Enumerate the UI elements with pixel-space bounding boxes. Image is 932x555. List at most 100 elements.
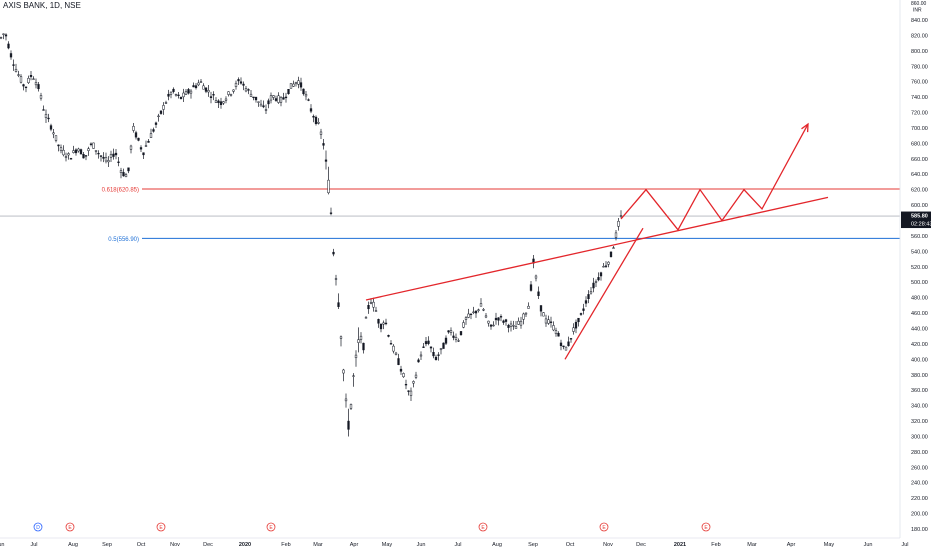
candle[interactable] [319, 128, 323, 139]
candle[interactable] [429, 346, 433, 353]
candle[interactable] [147, 139, 150, 143]
candles[interactable] [0, 33, 623, 437]
candle[interactable] [124, 172, 128, 178]
candle[interactable] [182, 88, 185, 102]
candle[interactable] [164, 100, 168, 104]
plot-area[interactable]: 0.618(620.85) 0.5(556.90) [0, 33, 900, 437]
candle[interactable] [142, 152, 145, 159]
candle[interactable] [167, 89, 170, 101]
candle[interactable] [64, 152, 68, 162]
candle[interactable] [137, 137, 140, 142]
candle[interactable] [557, 331, 560, 337]
candle[interactable] [59, 144, 63, 154]
candle[interactable] [597, 272, 600, 282]
earnings-marker[interactable]: E [156, 522, 166, 532]
candle[interactable] [82, 152, 85, 159]
candle[interactable] [57, 144, 60, 152]
candle[interactable] [394, 351, 398, 356]
candle[interactable] [494, 312, 498, 325]
candle[interactable] [32, 76, 35, 80]
candle[interactable] [339, 335, 343, 347]
candle[interactable] [79, 148, 83, 155]
candle[interactable] [412, 380, 415, 388]
earnings-marker[interactable]: E [701, 522, 711, 532]
user-drawings[interactable] [365, 122, 829, 360]
candle[interactable] [489, 324, 493, 330]
candle[interactable] [387, 334, 390, 338]
candle[interactable] [77, 147, 80, 153]
candle[interactable] [602, 263, 605, 268]
candle[interactable] [384, 318, 388, 326]
candle[interactable] [272, 94, 275, 100]
candle[interactable] [169, 91, 173, 99]
candle[interactable] [372, 297, 375, 312]
candle[interactable] [499, 314, 503, 322]
candle[interactable] [297, 76, 300, 89]
candle[interactable] [374, 306, 378, 312]
candle[interactable] [572, 323, 575, 335]
candle[interactable] [582, 303, 585, 315]
candle[interactable] [569, 338, 573, 343]
candle[interactable] [422, 343, 425, 348]
candle[interactable] [29, 71, 33, 81]
candle[interactable] [237, 77, 240, 86]
candle[interactable] [544, 314, 548, 327]
candle[interactable] [149, 128, 153, 138]
candle[interactable] [107, 156, 110, 167]
candle[interactable] [0, 36, 3, 40]
candle[interactable] [7, 41, 10, 50]
candle[interactable] [44, 109, 48, 124]
timeframe-label[interactable]: 1D [49, 1, 60, 10]
symbol-name[interactable]: AXIS BANK [3, 1, 46, 10]
candle[interactable] [354, 350, 358, 367]
candle[interactable] [27, 75, 30, 85]
candle[interactable] [162, 102, 165, 115]
candle[interactable] [144, 140, 148, 147]
candle[interactable] [334, 274, 338, 286]
candle[interactable] [299, 77, 303, 91]
projected-price-path[interactable] [620, 123, 809, 231]
candle[interactable] [209, 91, 213, 104]
candle[interactable] [19, 74, 23, 84]
candle[interactable] [304, 90, 308, 101]
candle[interactable] [9, 50, 13, 60]
candle[interactable] [204, 87, 208, 94]
candle[interactable] [397, 353, 400, 366]
candle[interactable] [324, 150, 328, 170]
candle[interactable] [289, 83, 293, 89]
candle[interactable] [619, 210, 623, 218]
candle[interactable] [189, 89, 193, 99]
candle[interactable] [584, 296, 588, 307]
candle[interactable] [307, 98, 310, 102]
candle[interactable] [222, 100, 225, 105]
candle[interactable] [4, 33, 8, 41]
candle[interactable] [409, 387, 413, 401]
candle[interactable] [479, 298, 483, 307]
candle[interactable] [402, 372, 405, 378]
candle[interactable] [259, 99, 263, 107]
candle[interactable] [302, 88, 305, 96]
candle[interactable] [552, 321, 555, 332]
candle[interactable] [547, 315, 550, 325]
candle[interactable] [474, 310, 478, 318]
candle[interactable] [362, 342, 365, 354]
candle[interactable] [42, 105, 45, 111]
candle[interactable] [67, 152, 70, 160]
candle[interactable] [522, 312, 525, 325]
candle[interactable] [47, 113, 50, 123]
candle[interactable] [349, 403, 353, 411]
candle[interactable] [99, 155, 103, 162]
candle[interactable] [219, 97, 223, 109]
candle[interactable] [599, 271, 603, 281]
candle[interactable] [102, 152, 105, 163]
candle[interactable] [84, 155, 88, 161]
candle[interactable] [487, 320, 490, 327]
candle[interactable] [452, 331, 455, 341]
candle[interactable] [587, 290, 590, 304]
candle[interactable] [247, 88, 250, 95]
candle[interactable] [2, 33, 5, 40]
candle[interactable] [364, 315, 368, 319]
